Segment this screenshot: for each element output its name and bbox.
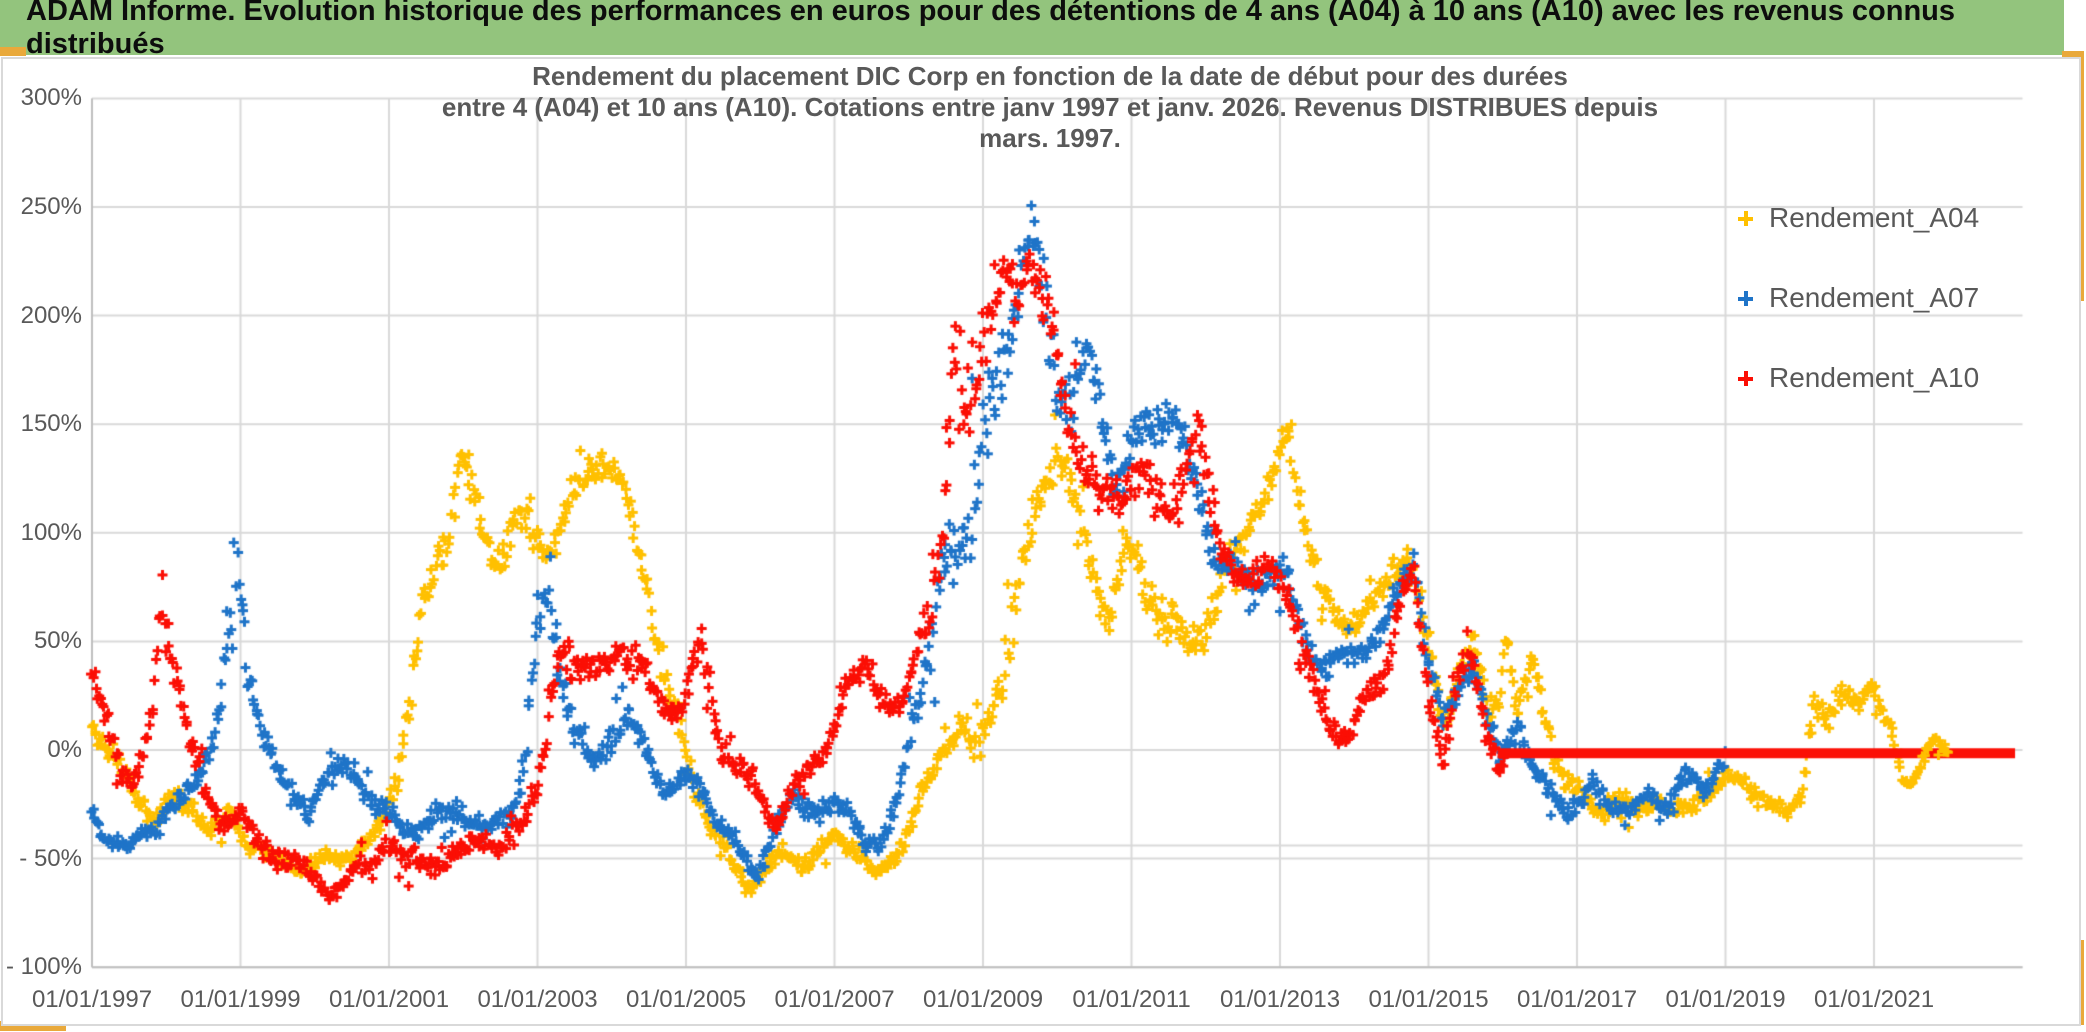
x-tick-label: 01/01/1997 — [31, 986, 153, 1013]
y-tick-label: 100% — [20, 518, 82, 546]
legend-label: Rendement_A07 — [1769, 282, 1980, 313]
x-tick-label: 01/01/2019 — [1665, 986, 1786, 1013]
x-tick-label: 01/01/2005 — [625, 986, 747, 1013]
legend-item-rendement_a10[interactable]: Rendement_A10 — [1738, 360, 1979, 396]
x-tick-label: 01/01/2007 — [774, 986, 895, 1013]
chart-title-line1: Rendement du placement DIC Corp en fonct… — [532, 61, 1568, 91]
x-tick-label: 01/01/2017 — [1516, 986, 1638, 1013]
plus-marker-icon — [1738, 290, 1753, 306]
legend-item-rendement_a07[interactable]: Rendement_A07 — [1738, 280, 1979, 316]
x-tick-label: 01/01/2015 — [1368, 986, 1489, 1013]
plus-marker-icon — [1738, 210, 1753, 226]
chart-title: Rendement du placement DIC Corp en fonct… — [420, 61, 1680, 154]
y-tick-label: 300% — [20, 84, 82, 112]
x-tick-label: 01/01/2009 — [922, 986, 1044, 1013]
x-tick-label: 01/01/1999 — [180, 986, 301, 1013]
x-tick-label: 01/01/2011 — [1072, 986, 1191, 1013]
legend-item-rendement_a04[interactable]: Rendement_A04 — [1738, 200, 1979, 236]
plus-marker-icon — [1738, 370, 1753, 386]
y-tick-label: - 50% — [19, 844, 82, 872]
legend-label: Rendement_A04 — [1769, 202, 1980, 233]
chart-title-line2: entre 4 (A04) et 10 ans (A10). Cotations… — [441, 92, 1659, 153]
x-tick-label: 01/01/2013 — [1219, 986, 1341, 1013]
y-tick-label: 250% — [20, 193, 82, 220]
y-tick-label: 50% — [33, 627, 82, 655]
y-tick-label: - 100% — [5, 953, 82, 981]
y-tick-label: 0% — [47, 736, 82, 763]
x-tick-label: 01/01/2021 — [1813, 986, 1935, 1013]
y-tick-label: 150% — [20, 410, 82, 438]
x-tick-label: 01/01/2003 — [477, 986, 598, 1013]
x-tick-label: 01/01/2001 — [328, 986, 450, 1013]
legend-label: Rendement_A10 — [1769, 362, 1980, 393]
y-tick-label: 200% — [20, 301, 82, 329]
